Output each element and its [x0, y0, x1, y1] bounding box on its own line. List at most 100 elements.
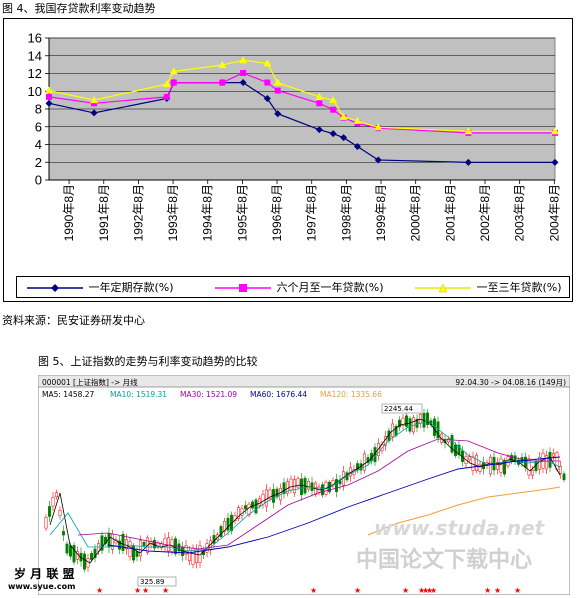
legend-item-deposit: 一年定期存款(%): [25, 279, 174, 295]
fig4-line-chart: 0 2 4 6 8 10 12 14 16 1990年8月 1991年8月 1992年8月 1993年8…: [28, 31, 562, 242]
candle-body-6: [65, 543, 69, 554]
candle-body-62: [261, 493, 265, 505]
candle-body-73: [300, 478, 303, 496]
fig4-x-tick-label-1: 1991年8月: [97, 184, 111, 241]
candle-body-5: [62, 531, 65, 536]
fig4-series-0-point-0: [45, 99, 53, 107]
candle-body-130: [499, 458, 503, 473]
candle-body-115: [447, 438, 450, 443]
fig5-ma10-label: MA10: 1519.31: [110, 390, 167, 399]
fig4-y-tick-label-0: 0: [35, 173, 42, 188]
fig4-series-1-point-9: [330, 106, 337, 113]
candle-body-104: [408, 418, 412, 432]
candle-body-59: [251, 501, 254, 509]
candle-body-14: [93, 548, 97, 559]
candle-body-143: [545, 455, 548, 470]
legend-item-loan-6m: 六个月至一年贷款(%): [213, 279, 384, 295]
candle-body-38: [177, 543, 181, 552]
fig4-caption: 图 4、我国存贷款利率变动趋势: [2, 2, 156, 15]
fig4-series-2-point-0: [45, 86, 53, 94]
candle-body-51: [223, 521, 226, 532]
fig5-ma5-line: [49, 418, 561, 564]
fig4-series-1-point-3: [170, 79, 177, 86]
candle-body-25: [132, 545, 135, 561]
fig5-rate-change-markers: ★ ★ ★ ★ ★ ★ ★ ★★★★ ★ ★ ★: [96, 586, 521, 595]
fig4-series-1-point-7: [274, 87, 281, 94]
fig4-series-1-point-0: [46, 93, 52, 100]
candle-body-52: [226, 517, 230, 531]
fig4-series-2-point-10: [339, 112, 348, 120]
candle-body-3: [55, 492, 58, 498]
fig4-x-tick-label-9: 1999年8月: [374, 184, 388, 241]
candle-body-50: [219, 526, 223, 538]
fig5-ma120-label: MA120: 1335.66: [320, 390, 382, 399]
candle-body-35: [167, 537, 170, 552]
fig4-source: 资料来源：民安证券研发中心: [2, 314, 145, 327]
candle-body-2: [51, 497, 55, 507]
legend-label-loan-6m: 六个月至一年贷款(%): [276, 281, 384, 294]
fig5-ma60-label: MA60: 1676.44: [250, 390, 307, 399]
candle-body-63: [265, 489, 268, 507]
fig4-series-1-point-5: [240, 69, 247, 76]
candle-body-16: [100, 535, 104, 551]
rate-change-star-8: ★: [422, 586, 429, 595]
fig5-ma30-line: [77, 438, 560, 550]
fig4-y-tick-label-14: 14: [28, 48, 42, 63]
candle-body-27: [139, 540, 142, 557]
fig4-series-2-point-9: [329, 96, 338, 104]
fig4-series-1-point-1: [91, 100, 98, 107]
rate-change-star-10: ★: [430, 586, 437, 595]
rate-change-star-9: ★: [426, 586, 433, 595]
fig4-x-tick-label-8: 1998年8月: [339, 184, 353, 241]
fig5-header-right: 92.04.30 -> 04.08.16 (149月): [455, 378, 566, 387]
candle-body-12: [86, 558, 90, 568]
fig4-series-0-point-9: [329, 130, 337, 138]
candle-body-134: [513, 455, 517, 462]
fig4-x-tick-label-5: 1995年8月: [235, 184, 249, 241]
candle-body-23: [125, 539, 128, 550]
candle-body-103: [405, 415, 408, 427]
candle-body-13: [90, 553, 93, 560]
fig4-series-1-point-6: [264, 79, 271, 86]
rate-change-star-6: ★: [402, 586, 409, 595]
candle-body-70: [289, 478, 293, 491]
rate-change-star-2: ★: [142, 586, 149, 595]
candle-body-131: [503, 459, 506, 475]
candle-body-72: [296, 478, 300, 488]
fig5-high-label: 2245.44: [384, 405, 413, 413]
candle-body-54: [233, 514, 237, 521]
fig4-x-tick-label-0: 1990年8月: [62, 184, 76, 241]
rate-change-star-4: ★: [310, 586, 317, 595]
fig4-series-2-point-6: [263, 59, 272, 67]
candle-body-11: [83, 553, 86, 570]
rate-change-star-3: ★: [162, 586, 169, 595]
fig4-y-tick-label-12: 12: [28, 66, 42, 81]
candle-body-55: [237, 507, 240, 519]
legend-label-loan-1-3y: 一至三年贷款(%): [476, 281, 562, 294]
candle-body-139: [531, 469, 534, 476]
candle-body-101: [398, 419, 401, 428]
rate-change-star-7: ★: [418, 586, 425, 595]
fig4-series-0-point-12: [374, 156, 382, 164]
fig5-ma60-line: [107, 456, 561, 554]
fig4-x-tick-label-7: 1997年8月: [305, 184, 319, 241]
fig4-y-tick-label-4: 4: [35, 137, 42, 152]
fig4-series-2-point-3: [169, 67, 178, 75]
candle-body-4: [58, 510, 62, 516]
candle-body-68: [282, 482, 286, 495]
candle-body-141: [538, 456, 541, 470]
fig4-x-tick-label-4: 1994年8月: [201, 184, 215, 241]
candle-body-137: [524, 456, 527, 468]
candle-body-28: [142, 541, 146, 547]
fig4-series-0-point-13: [464, 158, 472, 166]
watermark-logo-url: www.syue.com: [8, 582, 76, 591]
legend-swatch-deposit: [27, 284, 83, 292]
fig4-series-0-point-8: [315, 126, 323, 134]
candle-body-92: [366, 457, 370, 463]
fig4-y-tick-label-10: 10: [28, 84, 42, 99]
fig4-x-tick-label-6: 1996年8月: [270, 184, 284, 241]
rate-change-star-0: ★: [96, 586, 103, 595]
fig5-ma5-label: MA5: 1458.27: [42, 390, 95, 399]
candle-body-145: [552, 452, 555, 457]
candle-body-21: [118, 540, 121, 550]
